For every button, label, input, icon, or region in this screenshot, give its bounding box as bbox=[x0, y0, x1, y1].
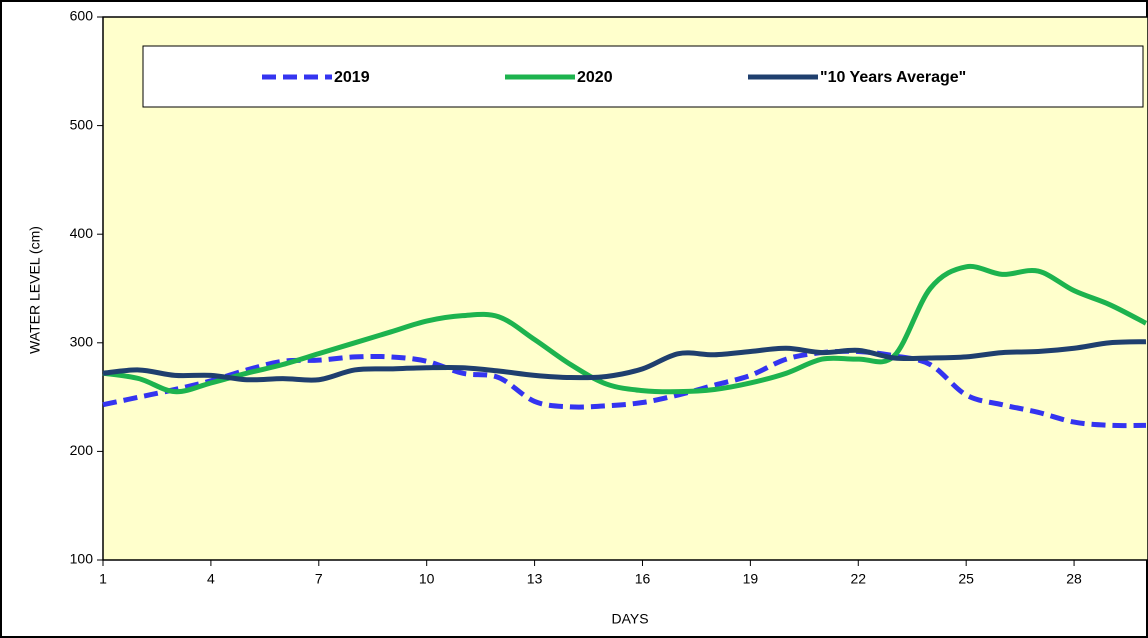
y-tick-label: 500 bbox=[70, 116, 94, 132]
x-tick-label: 7 bbox=[315, 571, 323, 587]
legend-entries: 2019 2020 "10 Years Average" bbox=[262, 69, 966, 86]
y-tick-label: 200 bbox=[70, 442, 94, 458]
marks bbox=[102, 263, 1148, 429]
line-series bbox=[102, 348, 1147, 429]
x-tick-label: 10 bbox=[419, 571, 435, 587]
y-tick-label: 600 bbox=[70, 8, 94, 24]
legend-label: 2020 bbox=[577, 69, 613, 86]
x-tick-label: 19 bbox=[743, 571, 759, 587]
x-tick-label: 28 bbox=[1066, 571, 1082, 587]
x-axis-label: DAYS bbox=[611, 611, 648, 627]
y-tick-label: 100 bbox=[70, 551, 94, 567]
line-series bbox=[102, 263, 1148, 395]
legend-label: "10 Years Average" bbox=[820, 69, 966, 86]
x-tick-label: 13 bbox=[527, 571, 543, 587]
y-tick-label: 400 bbox=[70, 225, 94, 241]
legend-label: 2019 bbox=[334, 69, 370, 86]
y-tick-label: 300 bbox=[70, 334, 94, 350]
x-tick-label: 22 bbox=[850, 571, 866, 587]
line-series bbox=[102, 339, 1147, 383]
x-tick-label: 16 bbox=[635, 571, 651, 587]
y-axis-label: WATER LEVEL (cm) bbox=[27, 226, 43, 354]
x-tick-label: 1 bbox=[99, 571, 107, 587]
x-tick-label: 4 bbox=[207, 571, 215, 587]
x-tick-label: 25 bbox=[958, 571, 974, 587]
